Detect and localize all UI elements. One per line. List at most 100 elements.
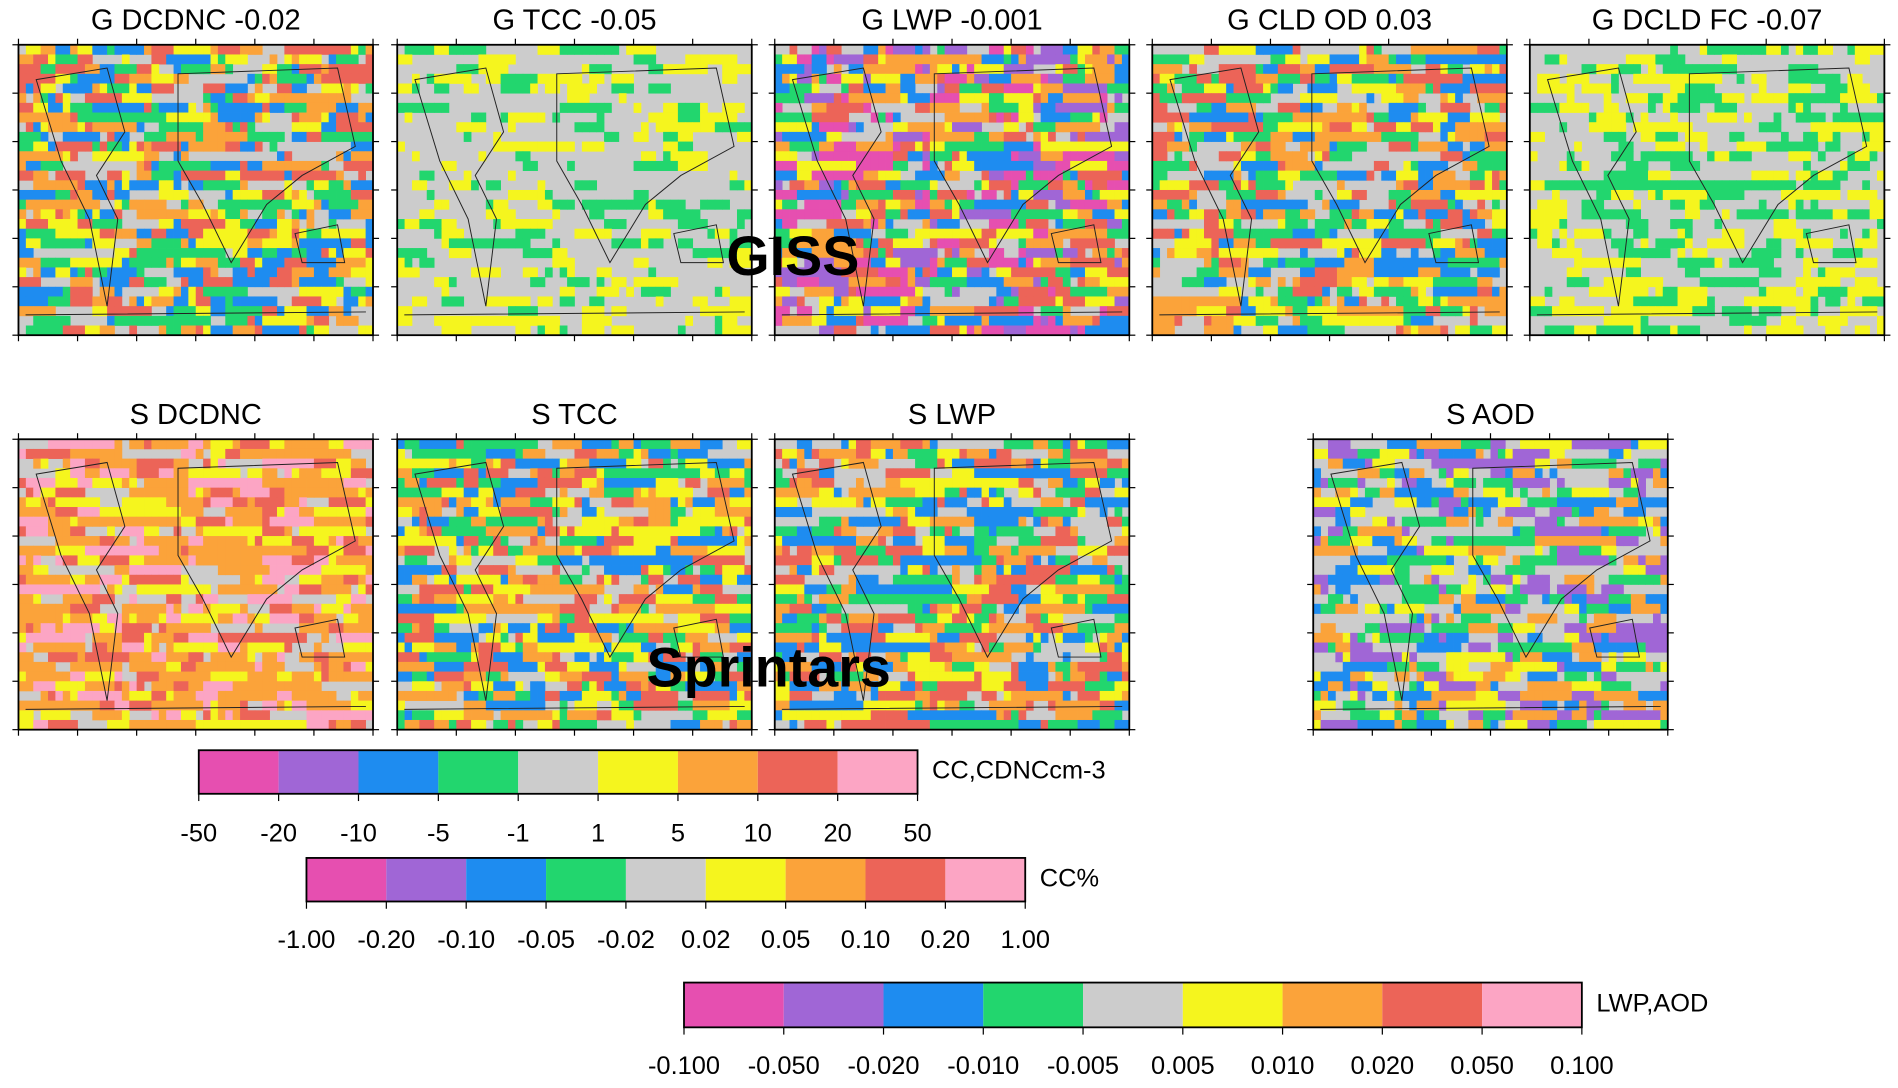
map-cell xyxy=(225,229,233,239)
map-cell xyxy=(1825,209,1833,219)
map-cell xyxy=(137,306,145,316)
map-cell xyxy=(707,248,715,258)
map-cell xyxy=(1197,83,1205,93)
map-cell xyxy=(427,45,435,55)
map-cell xyxy=(1174,229,1182,239)
map-cell xyxy=(1818,238,1826,248)
map-cell xyxy=(834,190,842,200)
map-cell xyxy=(582,83,590,93)
map-cell xyxy=(663,122,671,132)
map-cell xyxy=(1107,229,1115,239)
map-cell xyxy=(1315,219,1323,229)
map-cell xyxy=(952,113,960,123)
map-cell xyxy=(1403,296,1411,306)
map-cell xyxy=(937,219,945,229)
map-cell xyxy=(1492,200,1500,210)
map-cell xyxy=(1559,54,1567,64)
map-cell xyxy=(33,122,41,132)
map-cell xyxy=(656,122,664,132)
map-cell xyxy=(70,74,78,84)
map-cell xyxy=(1211,248,1219,258)
map-cell xyxy=(1160,113,1168,123)
map-cell xyxy=(1152,180,1160,190)
map-cell xyxy=(841,171,849,181)
map-cell xyxy=(225,161,233,171)
map-cell xyxy=(270,316,278,326)
map-cell xyxy=(442,103,450,113)
map-cell xyxy=(1403,64,1411,74)
map-cell xyxy=(1048,326,1056,336)
map-cell xyxy=(442,200,450,210)
map-cell xyxy=(358,287,366,297)
map-cell xyxy=(1582,229,1590,239)
map-cell xyxy=(930,316,938,326)
map-cell xyxy=(1492,45,1500,55)
map-cell xyxy=(900,180,908,190)
map-cell xyxy=(1700,200,1708,210)
map-cell xyxy=(1685,180,1693,190)
map-cell xyxy=(1004,113,1012,123)
map-cell xyxy=(307,238,315,248)
map-cell xyxy=(1352,190,1360,200)
map-cell xyxy=(1182,277,1190,287)
map-cell xyxy=(797,190,805,200)
map-cell xyxy=(1115,151,1123,161)
map-cell xyxy=(412,267,420,277)
map-cell xyxy=(508,316,516,326)
map-cell xyxy=(1270,113,1278,123)
map-cell xyxy=(1411,132,1419,142)
map-cell xyxy=(959,238,967,248)
map-cell xyxy=(1070,122,1078,132)
map-cell xyxy=(1470,180,1478,190)
map-cell xyxy=(1270,209,1278,219)
map-cell xyxy=(1596,64,1604,74)
map-cell xyxy=(597,326,605,336)
map-cell xyxy=(804,171,812,181)
map-cell xyxy=(1574,103,1582,113)
map-cell xyxy=(1026,180,1034,190)
map-cell xyxy=(292,258,300,268)
map-cell xyxy=(1411,200,1419,210)
map-cell xyxy=(255,171,263,181)
map-cell xyxy=(1241,190,1249,200)
map-cell xyxy=(782,200,790,210)
map-cell xyxy=(1389,93,1397,103)
map-cell xyxy=(1737,209,1745,219)
map-cell xyxy=(915,180,923,190)
map-cell xyxy=(1448,180,1456,190)
map-cell xyxy=(1293,306,1301,316)
map-cell xyxy=(1463,296,1471,306)
map-cell xyxy=(1085,171,1093,181)
map-cell xyxy=(1685,122,1693,132)
map-cell xyxy=(1070,229,1078,239)
map-cell xyxy=(1330,219,1338,229)
map-cell xyxy=(166,248,174,258)
map-cell xyxy=(871,296,879,306)
map-cell xyxy=(1293,54,1301,64)
map-cell xyxy=(1403,306,1411,316)
map-cell xyxy=(1263,142,1271,152)
map-cell xyxy=(277,277,285,287)
map-cell xyxy=(1492,151,1500,161)
map-cell xyxy=(1115,306,1123,316)
map-cell xyxy=(1766,296,1774,306)
map-cell xyxy=(1663,238,1671,248)
map-cell xyxy=(974,113,982,123)
map-cell xyxy=(1855,45,1863,55)
map-cell xyxy=(48,200,56,210)
map-cell xyxy=(1485,54,1493,64)
map-cell xyxy=(567,200,575,210)
map-cell xyxy=(122,142,130,152)
map-cell xyxy=(114,83,122,93)
map-cell xyxy=(85,103,93,113)
map-cell xyxy=(343,306,351,316)
map-cell xyxy=(18,151,26,161)
map-cell xyxy=(1729,151,1737,161)
map-cell xyxy=(92,326,100,336)
map-cell xyxy=(292,54,300,64)
map-cell xyxy=(693,209,701,219)
map-cell xyxy=(129,64,137,74)
map-cell xyxy=(1825,277,1833,287)
map-cell xyxy=(1004,306,1012,316)
map-cell xyxy=(100,83,108,93)
